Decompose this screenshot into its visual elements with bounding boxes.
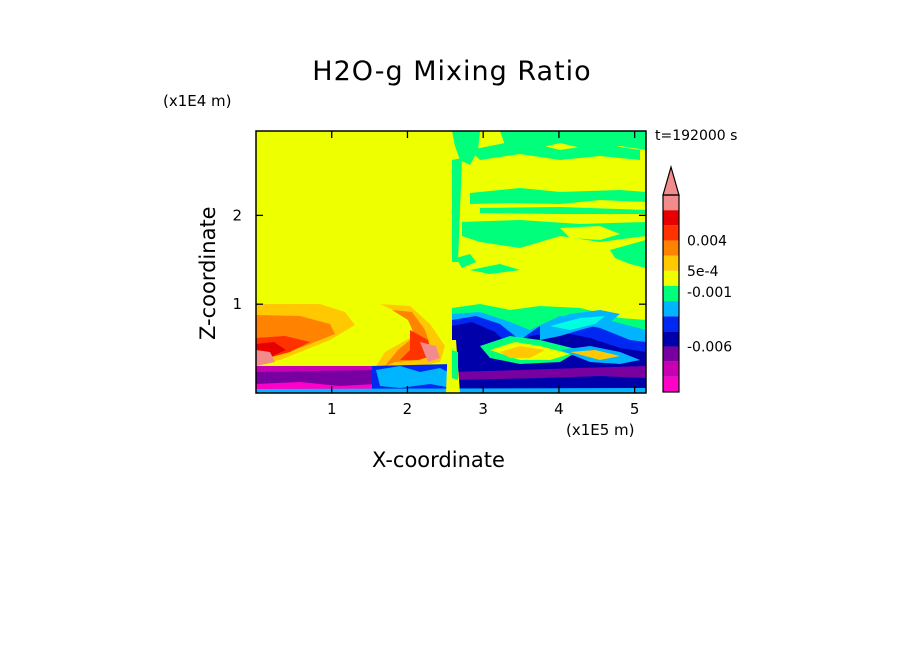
upper-right-streaks [452, 131, 646, 274]
colorbar: 0.004 5e-4 -0.001 -0.006 [662, 164, 732, 393]
colorbar-label: 0.004 [687, 233, 727, 249]
colorbar-label: -0.006 [687, 340, 732, 356]
colorbar-label: 5e-4 [687, 264, 719, 280]
y-tick-label: 1 [232, 295, 242, 313]
left-plume [256, 304, 445, 368]
colorbar-label: -0.001 [687, 285, 732, 301]
colorbar-segment [663, 195, 679, 211]
colorbar-segment [663, 316, 679, 332]
colorbar-segment [663, 301, 679, 317]
y-ticks: 12 [232, 206, 646, 313]
colorbar-frame [662, 194, 680, 393]
colorbar-segment [663, 285, 679, 302]
x-tick-label: 5 [630, 400, 640, 418]
colorbar-extend-arrow [662, 164, 680, 196]
x-tick-label: 1 [327, 400, 337, 418]
colorbar-segment [663, 331, 679, 347]
colorbar-segment [663, 376, 679, 392]
x-tick-label: 4 [554, 400, 564, 418]
x-axis-unit: (x1E5 m) [566, 421, 635, 439]
colorbar-segment [663, 225, 679, 241]
time-label: t=192000 s [655, 128, 738, 144]
colorbar-segment [663, 240, 679, 256]
x-tick-label: 2 [403, 400, 413, 418]
chart-title: H2O-g Mixing Ratio [312, 56, 592, 87]
surface-layer [256, 340, 646, 393]
y-axis-unit: (x1E4 m) [163, 92, 232, 110]
colorbar-segment [663, 346, 679, 362]
x-axis-label: X-coordinate [372, 448, 505, 472]
colorbar-segment [663, 361, 679, 377]
y-tick-label: 2 [232, 206, 242, 224]
x-ticks: 1 2 3 4 5 [327, 131, 639, 418]
contour-field [256, 131, 646, 393]
colorbar-segment [663, 255, 679, 271]
plot-frame [255, 130, 647, 394]
x-tick-label: 3 [478, 400, 488, 418]
colorbar-segment [663, 210, 679, 226]
colorbar-segment [663, 270, 679, 286]
